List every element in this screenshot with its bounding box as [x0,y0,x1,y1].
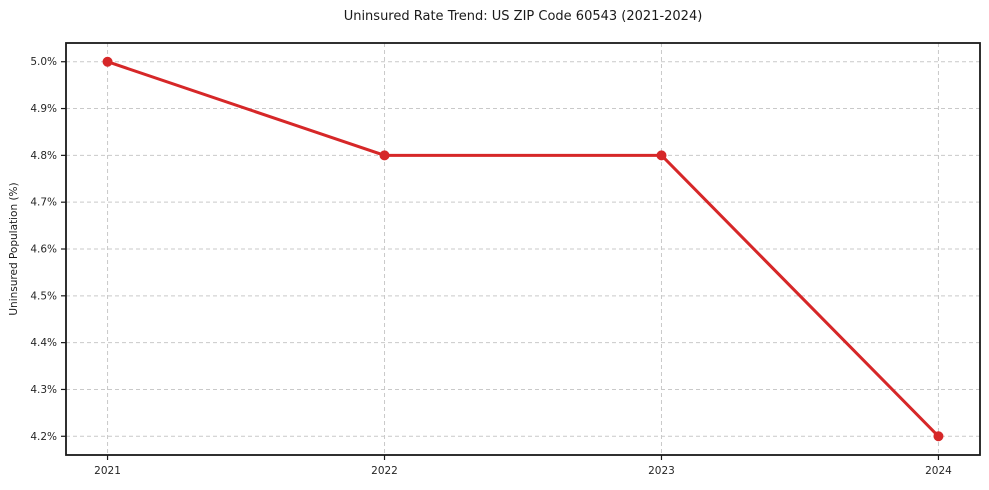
y-tick-label: 4.8% [30,150,57,162]
y-tick-label: 4.6% [30,244,57,256]
y-tick-label: 4.9% [30,103,57,115]
x-tick-label: 2021 [94,465,121,477]
data-point-marker [379,150,390,161]
y-tick-label: 4.4% [30,337,57,349]
y-tick-label: 4.3% [30,384,57,396]
x-tick-label: 2023 [648,465,675,477]
x-tick-label: 2024 [925,465,952,477]
plot-border [65,42,981,456]
y-tick-label: 4.7% [30,197,57,209]
y-tick-label: 4.5% [30,290,57,302]
y-tick-label: 4.2% [30,431,57,443]
x-tick-label: 2022 [371,465,398,477]
y-tick-label: 5.0% [30,56,57,68]
chart-title: Uninsured Rate Trend: US ZIP Code 60543 … [343,9,703,24]
y-axis-label: Uninsured Population (%) [8,182,20,316]
data-point-marker [933,431,944,442]
data-point-marker [102,56,113,67]
data-point-marker [656,150,667,161]
trend-line [106,60,940,438]
